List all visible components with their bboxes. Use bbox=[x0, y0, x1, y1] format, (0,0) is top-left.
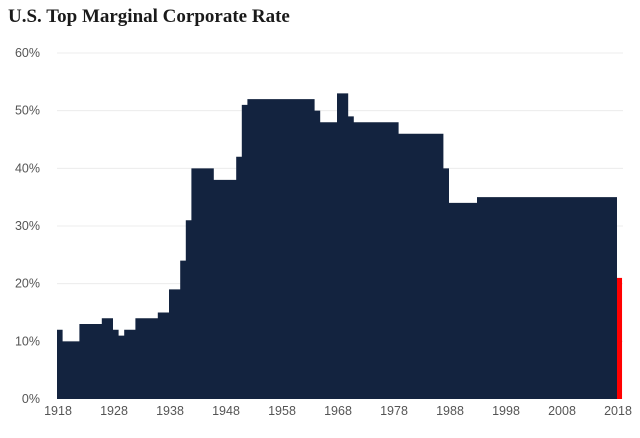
chart-title: U.S. Top Marginal Corporate Rate bbox=[8, 6, 290, 27]
x-tick-label: 1968 bbox=[324, 404, 352, 418]
x-tick-label: 1998 bbox=[492, 404, 520, 418]
rate-bar-2018-highlight bbox=[617, 277, 623, 399]
y-tick-label: 10% bbox=[15, 334, 40, 348]
x-tick-label: 1978 bbox=[380, 404, 408, 418]
x-tick-label: 1928 bbox=[100, 404, 128, 418]
x-tick-label: 1948 bbox=[212, 404, 240, 418]
y-tick-label: 0% bbox=[22, 392, 40, 406]
rate-area-series bbox=[57, 93, 617, 399]
y-tick-label: 60% bbox=[15, 46, 40, 60]
x-tick-label: 2018 bbox=[604, 404, 632, 418]
x-tick-label: 1988 bbox=[436, 404, 464, 418]
x-tick-label: 2008 bbox=[548, 404, 576, 418]
x-tick-label: 1918 bbox=[44, 404, 72, 418]
y-tick-label: 40% bbox=[15, 161, 40, 175]
y-tick-label: 50% bbox=[15, 104, 40, 118]
y-axis-ticks: 0% 10% 20% 30% 40% 50% 60% bbox=[15, 46, 40, 406]
x-tick-label: 1958 bbox=[268, 404, 296, 418]
x-axis-ticks: 1918 1928 1938 1948 1958 1968 1978 1988 1998 2008… bbox=[44, 404, 632, 418]
x-tick-label: 1938 bbox=[156, 404, 184, 418]
y-tick-label: 20% bbox=[15, 277, 40, 291]
y-tick-label: 30% bbox=[15, 219, 40, 233]
chart-series bbox=[57, 93, 623, 399]
